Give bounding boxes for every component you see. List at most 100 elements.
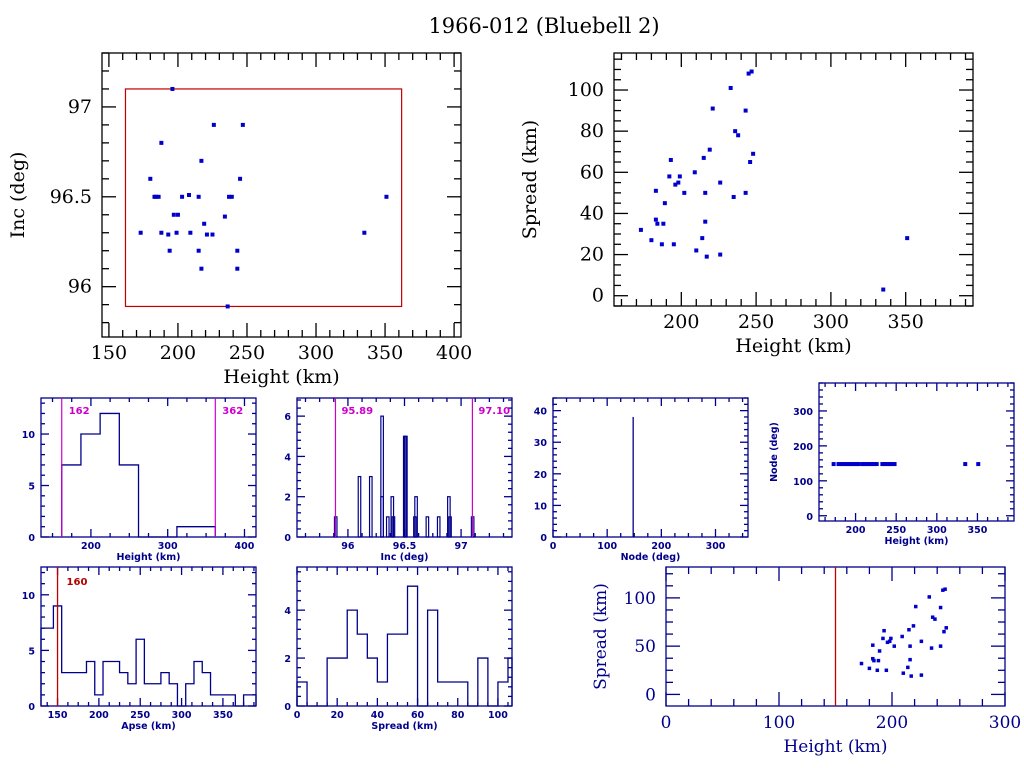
data-point: [913, 604, 918, 609]
data-point: [655, 221, 660, 226]
plot-frame: [818, 382, 1015, 522]
y-axis-label: Spread (km): [591, 583, 611, 690]
data-point: [869, 462, 874, 467]
x-tick-label: 300: [172, 710, 192, 721]
x-axis-label: Height (km): [223, 366, 339, 388]
data-point: [225, 304, 230, 309]
y-tick-label: 6: [284, 412, 291, 423]
data-point: [907, 627, 911, 632]
data-point: [199, 266, 204, 271]
histogram-bin: [438, 682, 448, 706]
histogram-bin: [227, 695, 235, 706]
data-point: [166, 232, 171, 237]
histogram-bar: [385, 516, 390, 538]
data-point: [938, 605, 943, 610]
data-point: [240, 122, 245, 127]
x-tick-label: 20: [331, 710, 345, 721]
data-point: [831, 462, 836, 467]
data-point: [901, 671, 906, 675]
histogram-bin: [95, 695, 103, 706]
histogram-bin: [78, 673, 86, 706]
spread-histogram-plot: 0 20 40 60 80 100 0 2 4 Spread (km): [284, 566, 513, 732]
data-point: [748, 160, 753, 165]
data-point: [887, 462, 892, 467]
x-tick-label: 97: [454, 541, 467, 552]
histogram-bin: [347, 610, 357, 706]
x-tick-label: 250: [886, 525, 906, 536]
data-point: [667, 174, 672, 179]
histogram-bin: [337, 658, 347, 706]
x-tick-label: 60: [411, 710, 425, 721]
histogram-bin: [327, 658, 337, 706]
x-axis-label: Height (km): [783, 737, 887, 757]
x-tick-label: 100: [488, 710, 508, 721]
data-point: [859, 661, 864, 666]
histogram-outline: [61, 412, 216, 538]
histogram-bin: [202, 673, 210, 706]
data-point: [235, 248, 240, 253]
x-tick-label: 96.5: [393, 541, 416, 552]
data-point: [746, 71, 751, 76]
x-tick-label: 300: [813, 311, 849, 333]
data-point: [235, 266, 240, 271]
data-point: [188, 230, 193, 235]
data-point: [174, 230, 179, 235]
data-point: [892, 644, 897, 648]
data-point: [677, 174, 682, 179]
plot-frame: [101, 52, 462, 338]
data-point: [941, 588, 945, 592]
data-point: [938, 644, 943, 648]
limit-annotation: 162: [69, 406, 90, 417]
x-tick-label: 350: [968, 525, 988, 536]
data-point: [874, 462, 879, 467]
data-point: [882, 462, 887, 467]
data-point: [877, 649, 882, 653]
histogram-bin: [128, 684, 136, 706]
limit-annotation: 97.10: [478, 406, 510, 417]
limit-annotation: 95.89: [341, 406, 373, 417]
x-tick-label: 350: [888, 311, 924, 333]
y-tick-label: 100: [793, 477, 813, 488]
x-tick-label: 300: [158, 541, 178, 552]
data-point: [671, 242, 676, 247]
x-tick-label: 100: [763, 713, 795, 733]
data-point: [751, 151, 756, 156]
data-point: [929, 646, 934, 650]
y-tick-label: 80: [580, 120, 604, 142]
data-point: [175, 212, 180, 217]
data-point: [661, 221, 666, 226]
x-tick-label: 100: [597, 541, 617, 552]
data-point: [867, 462, 872, 467]
x-axis-label: Height (km): [735, 335, 851, 357]
histogram-bin: [81, 434, 100, 537]
data-point: [900, 634, 904, 639]
data-point: [733, 129, 738, 134]
y-tick-label: 10: [22, 430, 36, 441]
histogram-bin: [196, 527, 215, 537]
x-tick-label: 80: [451, 710, 465, 721]
histogram-bin: [448, 682, 458, 706]
data-point: [860, 462, 865, 467]
x-tick-label: 200: [876, 713, 908, 733]
histogram-bin: [153, 684, 161, 706]
data-point: [384, 194, 389, 199]
y-tick-label: 2: [284, 654, 291, 665]
data-point: [976, 462, 981, 467]
x-tick-label: 96: [341, 541, 355, 552]
histogram-bin: [111, 662, 119, 706]
data-point: [933, 617, 937, 621]
data-point: [844, 462, 849, 467]
x-tick-label: 150: [91, 342, 127, 364]
data-point: [836, 462, 841, 467]
histogram-bin: [119, 465, 138, 537]
data-point: [653, 188, 658, 193]
data-point: [867, 666, 872, 671]
histogram-bar: [448, 516, 452, 538]
y-tick-label: 20: [534, 470, 548, 481]
histogram-bin: [177, 527, 196, 537]
histogram-bin: [219, 695, 227, 706]
x-tick-label: 300: [989, 713, 1021, 733]
y-tick-label: 96.5: [50, 186, 92, 208]
plot-frame: [613, 52, 974, 307]
